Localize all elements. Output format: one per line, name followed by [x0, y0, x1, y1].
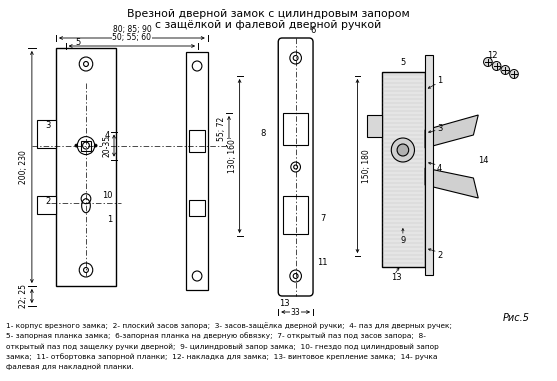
- Text: 4: 4: [437, 163, 442, 173]
- Text: 8: 8: [260, 129, 266, 138]
- Circle shape: [94, 144, 97, 147]
- Text: 13: 13: [278, 299, 290, 309]
- Bar: [382, 72, 425, 267]
- Text: 22; 25: 22; 25: [19, 284, 28, 308]
- Text: с защёлкой и фалевой дверной ручкой: с защёлкой и фалевой дверной ручкой: [155, 20, 382, 30]
- Text: открытый паз под защелку ручки дверной;  9- цилиндровый запор замка;  10- гнездо: открытый паз под защелку ручки дверной; …: [6, 343, 438, 349]
- Bar: [37, 196, 56, 214]
- Text: 150; 180: 150; 180: [362, 149, 372, 183]
- Text: фалевая для накладной планки.: фалевая для накладной планки.: [6, 364, 134, 370]
- Text: 1: 1: [437, 75, 442, 85]
- Text: 33: 33: [291, 308, 301, 317]
- Text: 14: 14: [478, 155, 488, 165]
- Circle shape: [392, 138, 414, 162]
- Text: 5: 5: [76, 37, 81, 46]
- Text: 10: 10: [102, 191, 113, 200]
- Bar: [189, 130, 205, 152]
- Text: 3: 3: [46, 120, 51, 130]
- Text: 1- корпус врезного замка;  2- плоский засов запора;  3- засов-защёлка дверной ру: 1- корпус врезного замка; 2- плоский зас…: [6, 322, 452, 329]
- Text: 12: 12: [487, 51, 498, 59]
- Bar: [56, 48, 116, 286]
- Bar: [81, 141, 91, 150]
- Text: Врезной дверной замок с цилиндровым запором: Врезной дверной замок с цилиндровым запо…: [127, 9, 410, 19]
- Text: Рис.5: Рис.5: [502, 313, 530, 323]
- Circle shape: [501, 66, 510, 75]
- Bar: [283, 113, 308, 145]
- Circle shape: [483, 58, 492, 67]
- Text: замка;  11- отбортовка запорной планки;  12- накладка для замка;  13- винтовое к: замка; 11- отбортовка запорной планки; 1…: [6, 354, 437, 360]
- Text: 2: 2: [46, 197, 51, 205]
- Text: 1: 1: [108, 215, 113, 224]
- Bar: [187, 52, 208, 290]
- Text: 13: 13: [391, 274, 402, 282]
- Text: 7: 7: [320, 214, 325, 223]
- Text: 3: 3: [437, 123, 442, 133]
- Circle shape: [397, 144, 409, 156]
- Text: 200; 230: 200; 230: [19, 150, 28, 184]
- Text: 80; 85; 90: 80; 85; 90: [113, 25, 152, 34]
- Circle shape: [510, 69, 519, 78]
- Text: 4: 4: [105, 131, 110, 140]
- Text: 11: 11: [317, 258, 328, 267]
- Text: 20-35: 20-35: [102, 134, 111, 157]
- Bar: [367, 115, 382, 137]
- Polygon shape: [425, 115, 478, 148]
- Polygon shape: [425, 168, 478, 198]
- Text: 2: 2: [437, 250, 442, 259]
- Text: 9: 9: [400, 235, 405, 245]
- Circle shape: [75, 144, 78, 147]
- Text: 6: 6: [310, 26, 316, 35]
- Bar: [37, 120, 56, 148]
- Bar: [425, 55, 433, 275]
- Text: 130; 160: 130; 160: [228, 139, 237, 173]
- Text: 50; 55; 60: 50; 55; 60: [113, 33, 152, 42]
- Bar: [283, 196, 308, 234]
- Text: 5- запорная планка замка;  6-запорная планка на дверную обвязку;  7- открытый па: 5- запорная планка замка; 6-запорная пла…: [6, 333, 426, 339]
- Text: 55; 72: 55; 72: [217, 117, 226, 141]
- Text: 5: 5: [400, 58, 405, 67]
- Bar: [189, 200, 205, 216]
- Circle shape: [492, 61, 501, 70]
